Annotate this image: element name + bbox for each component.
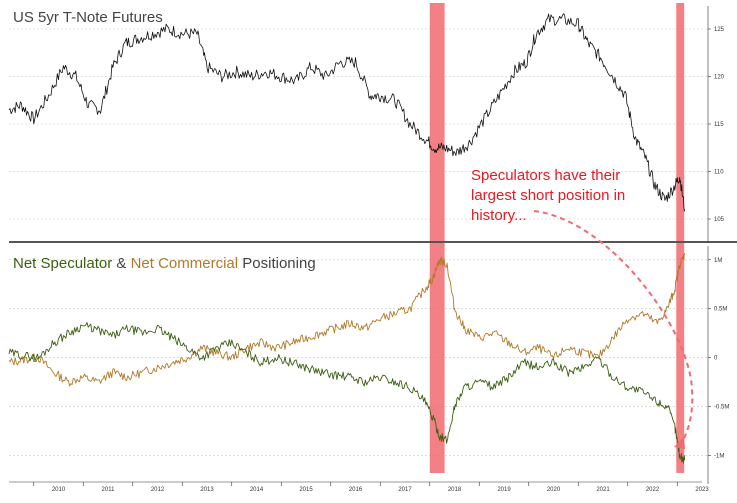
annotation-arrow [533, 210, 694, 446]
price-tick-label: 120 [714, 75, 725, 81]
highlight-band-2018 [429, 3, 445, 473]
annotation-line-2: largest short position in [471, 187, 625, 204]
x-tick-label: 2015 [299, 487, 313, 493]
price-tick-label: 110 [714, 170, 724, 176]
annotation-arrowhead [674, 437, 685, 449]
speculator-series-line [8, 322, 686, 464]
x-tick-label: 2014 [250, 487, 264, 493]
price-tick-label: 115 [714, 122, 724, 128]
positioning-tick-label: -1M [714, 454, 724, 460]
annotation-line-1: Speculators have their [471, 167, 620, 184]
x-tick-label: 2011 [102, 487, 116, 493]
positioning-axis: 1M 0.5M 0 -0.5M -1M [707, 246, 729, 484]
positioning-tick-label: 0.5M [714, 307, 727, 313]
highlight-band-2023 [676, 3, 685, 473]
commercial-series-line [8, 252, 686, 387]
title-suffix: Positioning [238, 255, 316, 272]
price-axis: 105 110 115 120 125 [707, 6, 725, 242]
x-tick-label: 2017 [398, 487, 412, 493]
price-tick-label: 125 [714, 27, 725, 33]
speculator-legend-label: Net Speculator [13, 255, 112, 272]
x-tick-label: 2022 [646, 487, 660, 493]
annotation-line-3: history... [471, 207, 527, 224]
price-panel-title: US 5yr T-Note Futures [13, 9, 163, 26]
price-series-line [8, 13, 686, 212]
x-tick-label: 2010 [52, 487, 66, 493]
positioning-tick-label: 0 [714, 356, 718, 362]
x-tick-label: 2012 [151, 487, 165, 493]
x-tick-label: 2021 [596, 487, 610, 493]
series-layer [8, 13, 686, 464]
x-tick-label: 2020 [547, 487, 561, 493]
positioning-tick-label: 1M [714, 258, 722, 264]
annotation-text: Speculators have their largest short pos… [471, 167, 625, 224]
x-tick-label: 2013 [200, 487, 214, 493]
price-gridlines [9, 28, 708, 220]
commercial-legend-label: Net Commercial [131, 255, 239, 272]
title-connector: & [112, 255, 130, 272]
x-tick-label: 2019 [497, 487, 511, 493]
price-tick-label: 105 [714, 217, 725, 223]
positioning-tick-label: -0.5M [714, 405, 729, 411]
positioning-panel-title: Net Speculator & Net Commercial Position… [13, 255, 316, 272]
positioning-gridlines [9, 259, 708, 456]
x-tick-label: 2018 [448, 487, 462, 493]
x-axis: 2010 2011 2012 2013 2014 2015 2016 2017 2018 2019… [9, 481, 709, 493]
x-tick-label: 2016 [349, 487, 363, 493]
x-tick-label: 2023 [695, 487, 709, 493]
